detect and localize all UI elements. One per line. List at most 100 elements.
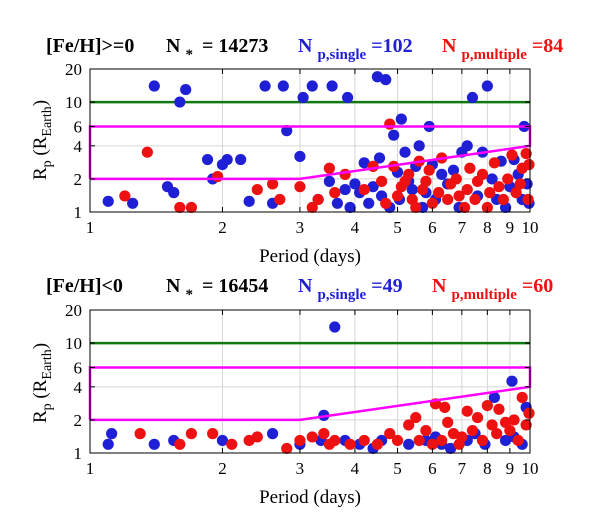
panel1-multiple-point: [476, 168, 489, 180]
panel1-single-point: [148, 80, 160, 92]
panel1-xtick-label: 4: [351, 218, 360, 237]
panel1-single-point: [349, 178, 361, 190]
panel2-nsingle-sub: p,single: [317, 287, 366, 303]
panel1-multiple-point: [410, 201, 422, 214]
panel2-plot-area: [90, 310, 530, 453]
panel2-multiple-point: [281, 442, 293, 455]
panel2-xtick-label: 1: [86, 459, 95, 478]
panel2-nstar: N: [166, 275, 181, 297]
panel1-single-point: [395, 113, 407, 125]
panel2-single-point: [329, 321, 341, 333]
panel2-xtick-label: 8: [483, 459, 492, 478]
panel1-xtick-label: 3: [296, 218, 305, 237]
panel2-xtick-label: 9: [506, 459, 515, 478]
panel2-multiple-point: [344, 438, 356, 450]
panel1-ylabel: Rp (REarth): [30, 100, 55, 180]
panel1-multiple-point: [141, 146, 153, 158]
panel2-multiple-point: [391, 434, 404, 447]
panel1-multiple-point: [384, 118, 396, 130]
panel2-xtick-label: 4: [351, 459, 360, 478]
panel1-single-point: [306, 80, 318, 92]
panel1-single-point: [373, 152, 386, 164]
panel1-single-point: [486, 173, 498, 185]
panel2-nstar-value: = 16454: [202, 275, 268, 297]
panel1-single-point: [339, 183, 351, 196]
panel2-ytick-label: 20: [65, 301, 82, 320]
panel1-multiple-point: [274, 193, 286, 206]
panel2-single-point: [266, 428, 279, 440]
panel1-single-point: [243, 195, 255, 207]
panel2-xtick-label: 6: [428, 459, 437, 478]
panel1-multiple-point: [464, 162, 476, 174]
panel1-frame: [89, 68, 531, 213]
panel2-nsingle: N: [298, 275, 313, 297]
panel1-single-point: [358, 157, 370, 169]
panel1-multiple-point: [312, 193, 324, 206]
panel1-nstar-value: = 14273: [202, 35, 268, 57]
panel2-multiple-point: [226, 438, 238, 450]
panel2-multiple-point: [371, 438, 384, 450]
panel1-multiple-point: [461, 183, 473, 196]
panel1-metallicity: [Fe/H]>=0: [46, 35, 134, 57]
panel1-multiple-point: [497, 193, 509, 206]
panel1-xtick-label: 6: [428, 218, 437, 237]
panel1-single-point: [461, 140, 473, 152]
panel2-single-point: [216, 434, 229, 447]
panel1-multiple-point: [380, 197, 392, 209]
panel2-multiple-point: [306, 431, 318, 443]
panel1-multiple-point: [433, 187, 445, 199]
panel1-multiple-point: [358, 183, 370, 196]
panel1-xtick-label: 10: [522, 218, 539, 237]
panel2-multiple-point: [329, 434, 341, 447]
panel1-xtick-label: 7: [458, 218, 467, 237]
panel2-multiple-point: [471, 411, 484, 424]
panel2-nmultiple-sub: p,multiple: [451, 287, 517, 303]
panel1-multiple-point: [502, 173, 514, 185]
panel2-multiple-point: [499, 416, 512, 428]
panel1-single-point: [447, 164, 460, 176]
panel1-multiple-point: [506, 149, 518, 161]
panel2-metallicity: [Fe/H]<0: [46, 275, 123, 297]
panel2-multiple-point: [493, 403, 505, 415]
panel1-multiple-point: [391, 190, 404, 202]
panel1-single-point: [294, 150, 306, 163]
panel1-multiple-point: [376, 175, 388, 187]
panel2-xtick-label: 10: [522, 459, 539, 478]
panel2-ytick-label: 4: [74, 378, 83, 397]
panel1-single-point: [277, 80, 289, 92]
panel2-frame: [89, 309, 531, 454]
panel2-ylabel: Rp (REarth): [30, 343, 55, 423]
panel1-nsingle-sub: p,single: [317, 47, 366, 63]
panel2-multiple-point: [410, 411, 422, 424]
panel2-xlabel: Period (days): [259, 487, 361, 508]
panel1-title: [Fe/H]>=0 N * = 14273 N p,single =102 N …: [46, 35, 563, 64]
panel1-multiple-point: [294, 181, 306, 193]
panel1-multiple-point: [339, 168, 351, 180]
panel2-multiple-point: [134, 428, 146, 440]
panel1-single-point: [221, 153, 233, 166]
panel1-single-point: [342, 91, 354, 104]
panel2-single-point: [444, 442, 457, 455]
panel1-xtick-label: 9: [506, 218, 515, 237]
panel2-multiple-point: [512, 434, 524, 447]
panel1-single-point: [481, 80, 493, 92]
panel1-multiple-point: [426, 197, 438, 209]
panel2-multiple-point: [426, 438, 438, 450]
panel1-xtick-label: 8: [483, 218, 492, 237]
panel1-single-point: [367, 181, 379, 193]
panel1-multiple-point: [251, 183, 263, 196]
panel1-single-point: [406, 183, 418, 196]
panel2-multiple-point: [294, 434, 306, 447]
panel2-multiple-point: [516, 391, 528, 404]
panel1-ytick-label: 20: [65, 60, 82, 79]
panel2-ytick-label: 6: [74, 358, 83, 377]
panel1-multiple-point: [367, 160, 379, 172]
panel2-multiple-point: [481, 399, 493, 412]
panel2-single-point: [488, 391, 500, 404]
panel1-xlabel: Period (days): [259, 246, 361, 267]
panel2-multiple-point: [442, 416, 454, 428]
panel1-multiple-point: [523, 158, 535, 171]
panel2-single-point: [499, 434, 512, 447]
